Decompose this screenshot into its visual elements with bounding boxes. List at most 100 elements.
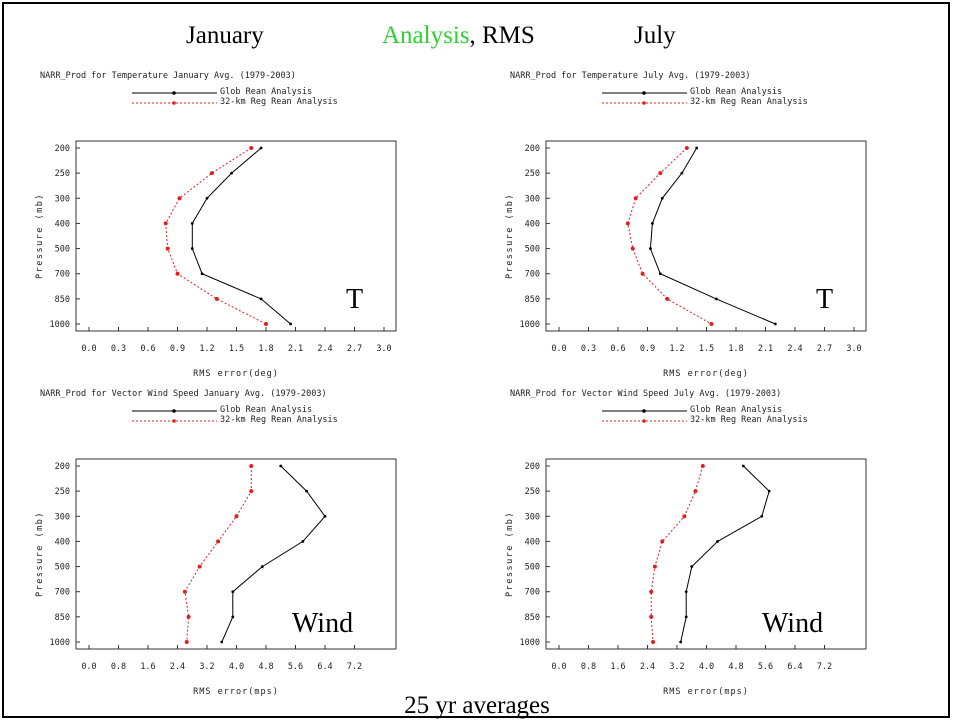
data-point — [665, 296, 670, 301]
x-tick-label: 2.4 — [317, 344, 332, 354]
data-point — [209, 171, 214, 176]
x-tick-label: 0.0 — [81, 344, 96, 354]
chart-svg: 200 250 300 400 500 700 850 1000 0.0 0.8 1.6 2.4 3.2… — [505, 409, 867, 697]
data-point — [660, 196, 664, 200]
chart-title: NARR_Prod for Temperature January Avg. (… — [40, 71, 296, 81]
data-point — [323, 514, 327, 518]
x-tick-label: 0.8 — [581, 662, 596, 672]
x-tick-label: 3.0 — [846, 344, 861, 354]
chart-panel-wind-jan: NARR_Prod for Vector Wind Speed January … — [4, 386, 474, 726]
chart-panel-temp-jan: NARR_Prod for Temperature January Avg. (… — [4, 68, 474, 408]
x-tick-label: 1.2 — [199, 344, 214, 354]
data-point — [231, 615, 235, 619]
y-tick-label: 1000 — [50, 638, 70, 648]
y-tick-label: 400 — [55, 219, 70, 229]
data-point — [693, 489, 698, 494]
x-tick-label: 0.8 — [111, 662, 126, 672]
data-point — [175, 271, 180, 276]
analysis-rms-header: Analysis, RMS — [382, 22, 535, 50]
data-point — [690, 565, 694, 568]
x-tick-label: 0.6 — [140, 344, 155, 354]
x-axis-label: RMS error(deg) — [193, 369, 279, 379]
legend-marker — [172, 419, 176, 423]
data-point — [684, 615, 688, 619]
x-tick-label: 1.8 — [258, 344, 273, 354]
x-axis-label: RMS error(mps) — [663, 687, 749, 697]
y-tick-label: 1000 — [520, 320, 540, 330]
legend-label: Glob Rean Analysis — [690, 405, 783, 415]
data-point — [177, 196, 182, 201]
y-tick-label: 700 — [525, 588, 540, 598]
rms-label: , RMS — [469, 22, 535, 49]
legend-marker — [642, 101, 646, 105]
x-tick-label: 1.5 — [699, 344, 714, 354]
y-tick-label: 400 — [55, 537, 70, 547]
x-tick-label: 5.6 — [758, 662, 773, 672]
series-line-glob — [191, 147, 291, 325]
x-tick-label: 0.9 — [170, 344, 185, 354]
data-point — [259, 146, 263, 150]
y-tick-label: 700 — [55, 588, 70, 598]
january-header: January — [186, 22, 264, 49]
x-tick-label: 1.6 — [140, 662, 155, 672]
data-point — [182, 589, 187, 594]
data-point — [741, 464, 745, 468]
y-tick-label: 1000 — [50, 320, 70, 330]
data-point — [220, 640, 224, 644]
data-point — [260, 565, 264, 568]
data-point — [190, 247, 194, 250]
data-point — [231, 590, 235, 594]
data-point — [205, 196, 209, 200]
data-point — [649, 247, 652, 250]
x-tick-label: 4.0 — [699, 662, 714, 672]
x-tick-label: 2.4 — [640, 662, 655, 672]
legend-label: Glob Rean Analysis — [220, 405, 313, 415]
data-point — [760, 514, 764, 518]
data-point — [234, 514, 239, 519]
chart-panel-temp-jul: NARR_Prod for Temperature July Avg. (197… — [474, 68, 944, 408]
data-point — [649, 589, 654, 594]
data-point — [767, 489, 771, 493]
y-tick-label: 700 — [55, 270, 70, 280]
legend-label: Glob Rean Analysis — [690, 87, 783, 97]
data-point — [190, 222, 194, 225]
data-point — [305, 489, 308, 493]
data-point — [633, 196, 638, 201]
x-tick-label: 3.2 — [669, 662, 684, 672]
data-point — [682, 514, 687, 519]
legend-label: 32-km Reg Rean Analysis — [220, 415, 338, 425]
data-point — [259, 297, 263, 301]
data-point — [184, 640, 189, 644]
x-tick-label: 6.4 — [317, 662, 332, 672]
y-tick-label: 300 — [525, 512, 540, 522]
y-axis-label: Pressure (mb) — [505, 511, 515, 597]
data-point — [679, 640, 683, 644]
data-point — [649, 614, 654, 619]
x-tick-label: 5.6 — [288, 662, 303, 672]
chart-svg: 200 250 300 400 500 700 850 1000 0.0 0.3 0.6 0.9 1.2… — [35, 91, 397, 379]
data-point — [684, 590, 688, 594]
y-tick-label: 250 — [55, 487, 70, 497]
data-point — [660, 539, 665, 544]
analysis-label: Analysis — [382, 22, 470, 49]
series-line-reg — [650, 465, 704, 643]
y-tick-label: 500 — [55, 245, 70, 255]
data-point — [773, 322, 777, 326]
chart-title: NARR_Prod for Vector Wind Speed January … — [40, 389, 327, 399]
legend-marker — [172, 409, 176, 413]
legend-label: 32-km Reg Rean Analysis — [220, 97, 338, 107]
panel-annotation: T — [816, 284, 834, 315]
x-tick-label: 0.3 — [581, 344, 596, 354]
data-point — [186, 614, 191, 619]
x-tick-label: 2.1 — [758, 344, 773, 354]
x-tick-label: 3.2 — [199, 662, 214, 672]
y-tick-label: 850 — [525, 613, 540, 623]
x-tick-label: 7.2 — [347, 662, 362, 672]
series-line-reg — [165, 147, 267, 325]
data-point — [709, 322, 714, 326]
y-tick-label: 500 — [525, 563, 540, 573]
x-tick-label: 2.7 — [347, 344, 362, 354]
y-tick-label: 850 — [55, 295, 70, 305]
series-line-glob — [221, 465, 326, 643]
y-tick-label: 250 — [525, 169, 540, 179]
